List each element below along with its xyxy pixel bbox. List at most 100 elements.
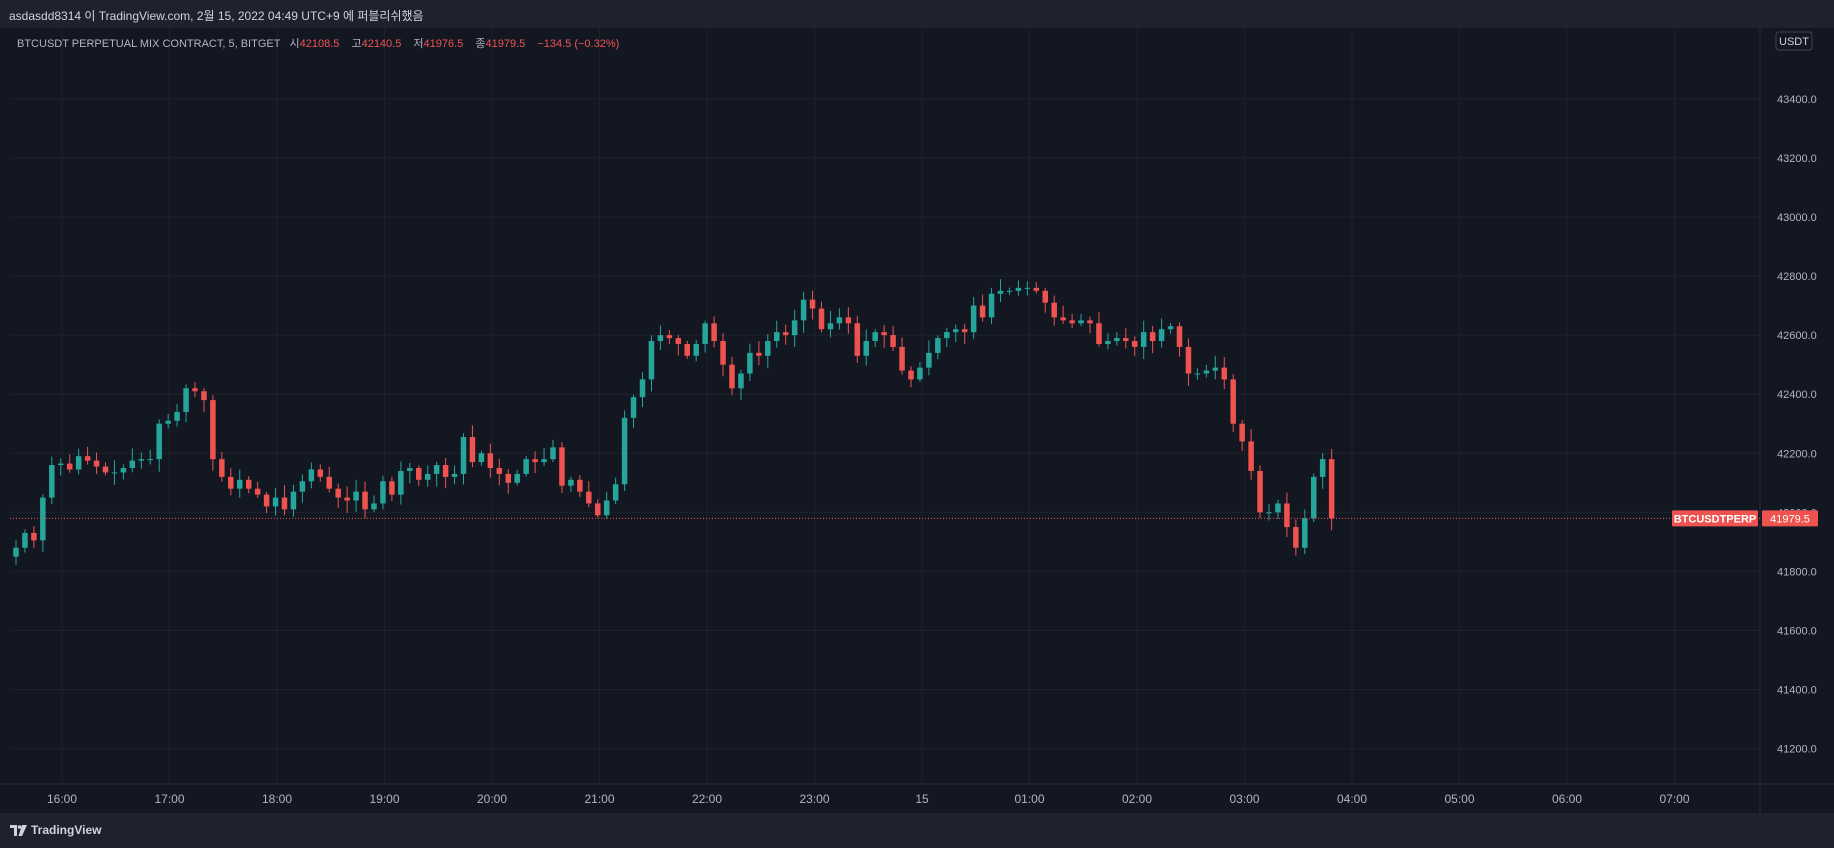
y-tick-label: 42600.0 — [1777, 330, 1817, 342]
candle-body-up — [460, 437, 467, 474]
high-label: 고 — [351, 38, 362, 50]
candle-body-up — [174, 411, 180, 421]
candle-body-up — [424, 473, 431, 480]
candle-body-down — [1293, 527, 1299, 548]
candle-body-up — [165, 420, 171, 424]
y-tick-label: 42800.0 — [1777, 271, 1817, 283]
symbol-title: BTCUSDT PERPETUAL MIX CONTRACT, 5, BITGE… — [17, 38, 281, 50]
candle-body-up — [630, 397, 637, 418]
chart-panel[interactable]: 41200.041400.041600.041800.042000.042200… — [0, 28, 1834, 813]
low-label: 저 — [413, 38, 424, 50]
candle-body-up — [747, 352, 753, 374]
candle-body-down — [31, 532, 37, 541]
candle-body-up — [550, 447, 556, 460]
last-price-tag-text: 41979.5 — [1770, 513, 1810, 525]
symbol-tag-text: BTCUSDTPERP — [1674, 513, 1757, 525]
candle-body-up — [514, 473, 520, 483]
candle-body-down — [684, 343, 690, 356]
candle-body-up — [988, 293, 995, 318]
candle-body-up — [1311, 476, 1317, 519]
candle-body-down — [201, 391, 207, 401]
candle-body-down — [326, 476, 332, 489]
candlestick-chart[interactable]: 41200.041400.041600.041800.042000.042200… — [0, 28, 1834, 813]
candle-body-down — [845, 317, 852, 324]
candle-body-down — [1257, 470, 1263, 513]
candle-body-up — [648, 341, 655, 380]
x-tick-label: 20:00 — [477, 792, 507, 806]
candle-body-up — [917, 367, 923, 380]
candle-body-down — [1221, 367, 1227, 380]
candle-body-up — [380, 481, 386, 504]
candle-body-down — [317, 469, 324, 477]
candle-body-down — [505, 473, 511, 483]
candle-body-up — [774, 332, 780, 342]
candle-body-up — [953, 329, 959, 333]
candle-body-down — [487, 453, 494, 469]
y-tick-label: 41400.0 — [1777, 685, 1817, 697]
last-price-tag-box — [1762, 510, 1818, 527]
candle-body-down — [254, 488, 261, 495]
publish-bar: asdasdd8314 이 TradingView.com, 2월 15, 20… — [0, 0, 1834, 28]
candle-body-up — [1078, 320, 1084, 324]
y-tick-label: 42400.0 — [1777, 389, 1817, 401]
candle-body-up — [639, 379, 646, 398]
brand-name: TradingView — [31, 823, 102, 837]
candle-body-down — [1230, 379, 1236, 424]
candle-body-up — [407, 468, 413, 471]
candle-body-down — [711, 323, 717, 342]
candle-body-down — [595, 503, 601, 516]
candle-body-up — [1114, 338, 1120, 342]
x-tick-label: 22:00 — [692, 792, 722, 806]
candle-body-down — [1060, 317, 1066, 321]
candle-body-down — [729, 364, 735, 389]
candle-body-down — [469, 437, 476, 463]
candle-body-up — [308, 469, 315, 482]
candle-body-down — [219, 459, 225, 477]
candle-body-up — [1015, 287, 1022, 291]
candle-body-up — [944, 332, 950, 339]
candle-body-down — [782, 332, 789, 336]
candle-body-down — [1123, 338, 1129, 342]
close-value: 41979.5 — [485, 38, 526, 50]
candle-body-up — [1140, 332, 1147, 347]
candle-body-up — [1006, 290, 1013, 292]
candle-body-up — [541, 459, 547, 463]
candle-body-down — [1132, 341, 1138, 347]
candle-body-down — [335, 488, 341, 498]
open-label: 시 — [289, 38, 300, 50]
close-label: 종 — [475, 38, 486, 50]
candle-body-down — [210, 400, 216, 460]
candle-body-up — [693, 343, 699, 356]
candle-body-up — [621, 417, 628, 485]
candle-body-down — [1087, 320, 1093, 324]
candle-body-up — [398, 470, 404, 495]
candle-body-up — [935, 338, 941, 353]
candle-body-down — [102, 466, 109, 473]
candle-body-down — [1248, 441, 1254, 471]
y-tick-label: 42200.0 — [1777, 448, 1817, 460]
x-tick-label: 16:00 — [47, 792, 77, 806]
tradingview-logo[interactable]: TradingView — [10, 823, 101, 837]
candle-body-down — [245, 479, 252, 489]
candle-body-down — [881, 332, 887, 336]
candle-body-down — [228, 476, 234, 489]
x-tick-label: 01:00 — [1014, 792, 1044, 806]
candle-body-up — [970, 305, 977, 333]
ohlc-legend: BTCUSDT PERPETUAL MIX CONTRACT, 5, BITGE… — [17, 35, 619, 51]
candle-body-up — [863, 341, 869, 356]
candle-body-down — [532, 459, 538, 463]
candle-body-up — [1302, 518, 1308, 548]
currency-badge[interactable] — [1775, 31, 1813, 51]
x-tick-label: 23:00 — [799, 792, 829, 806]
candle-body-down — [577, 479, 583, 492]
candle-body-up — [156, 423, 162, 460]
candle-body-up — [147, 459, 153, 461]
candle-body-up — [1319, 459, 1326, 477]
publish-note: asdasdd8314 이 TradingView.com, 2월 15, 20… — [9, 9, 424, 23]
candle-body-up — [1105, 341, 1111, 344]
x-tick-label: 18:00 — [262, 792, 292, 806]
x-tick-label: 21:00 — [584, 792, 614, 806]
candle-body-down — [1284, 503, 1290, 528]
candle-body-down — [344, 497, 350, 501]
x-tick-label: 02:00 — [1122, 792, 1152, 806]
